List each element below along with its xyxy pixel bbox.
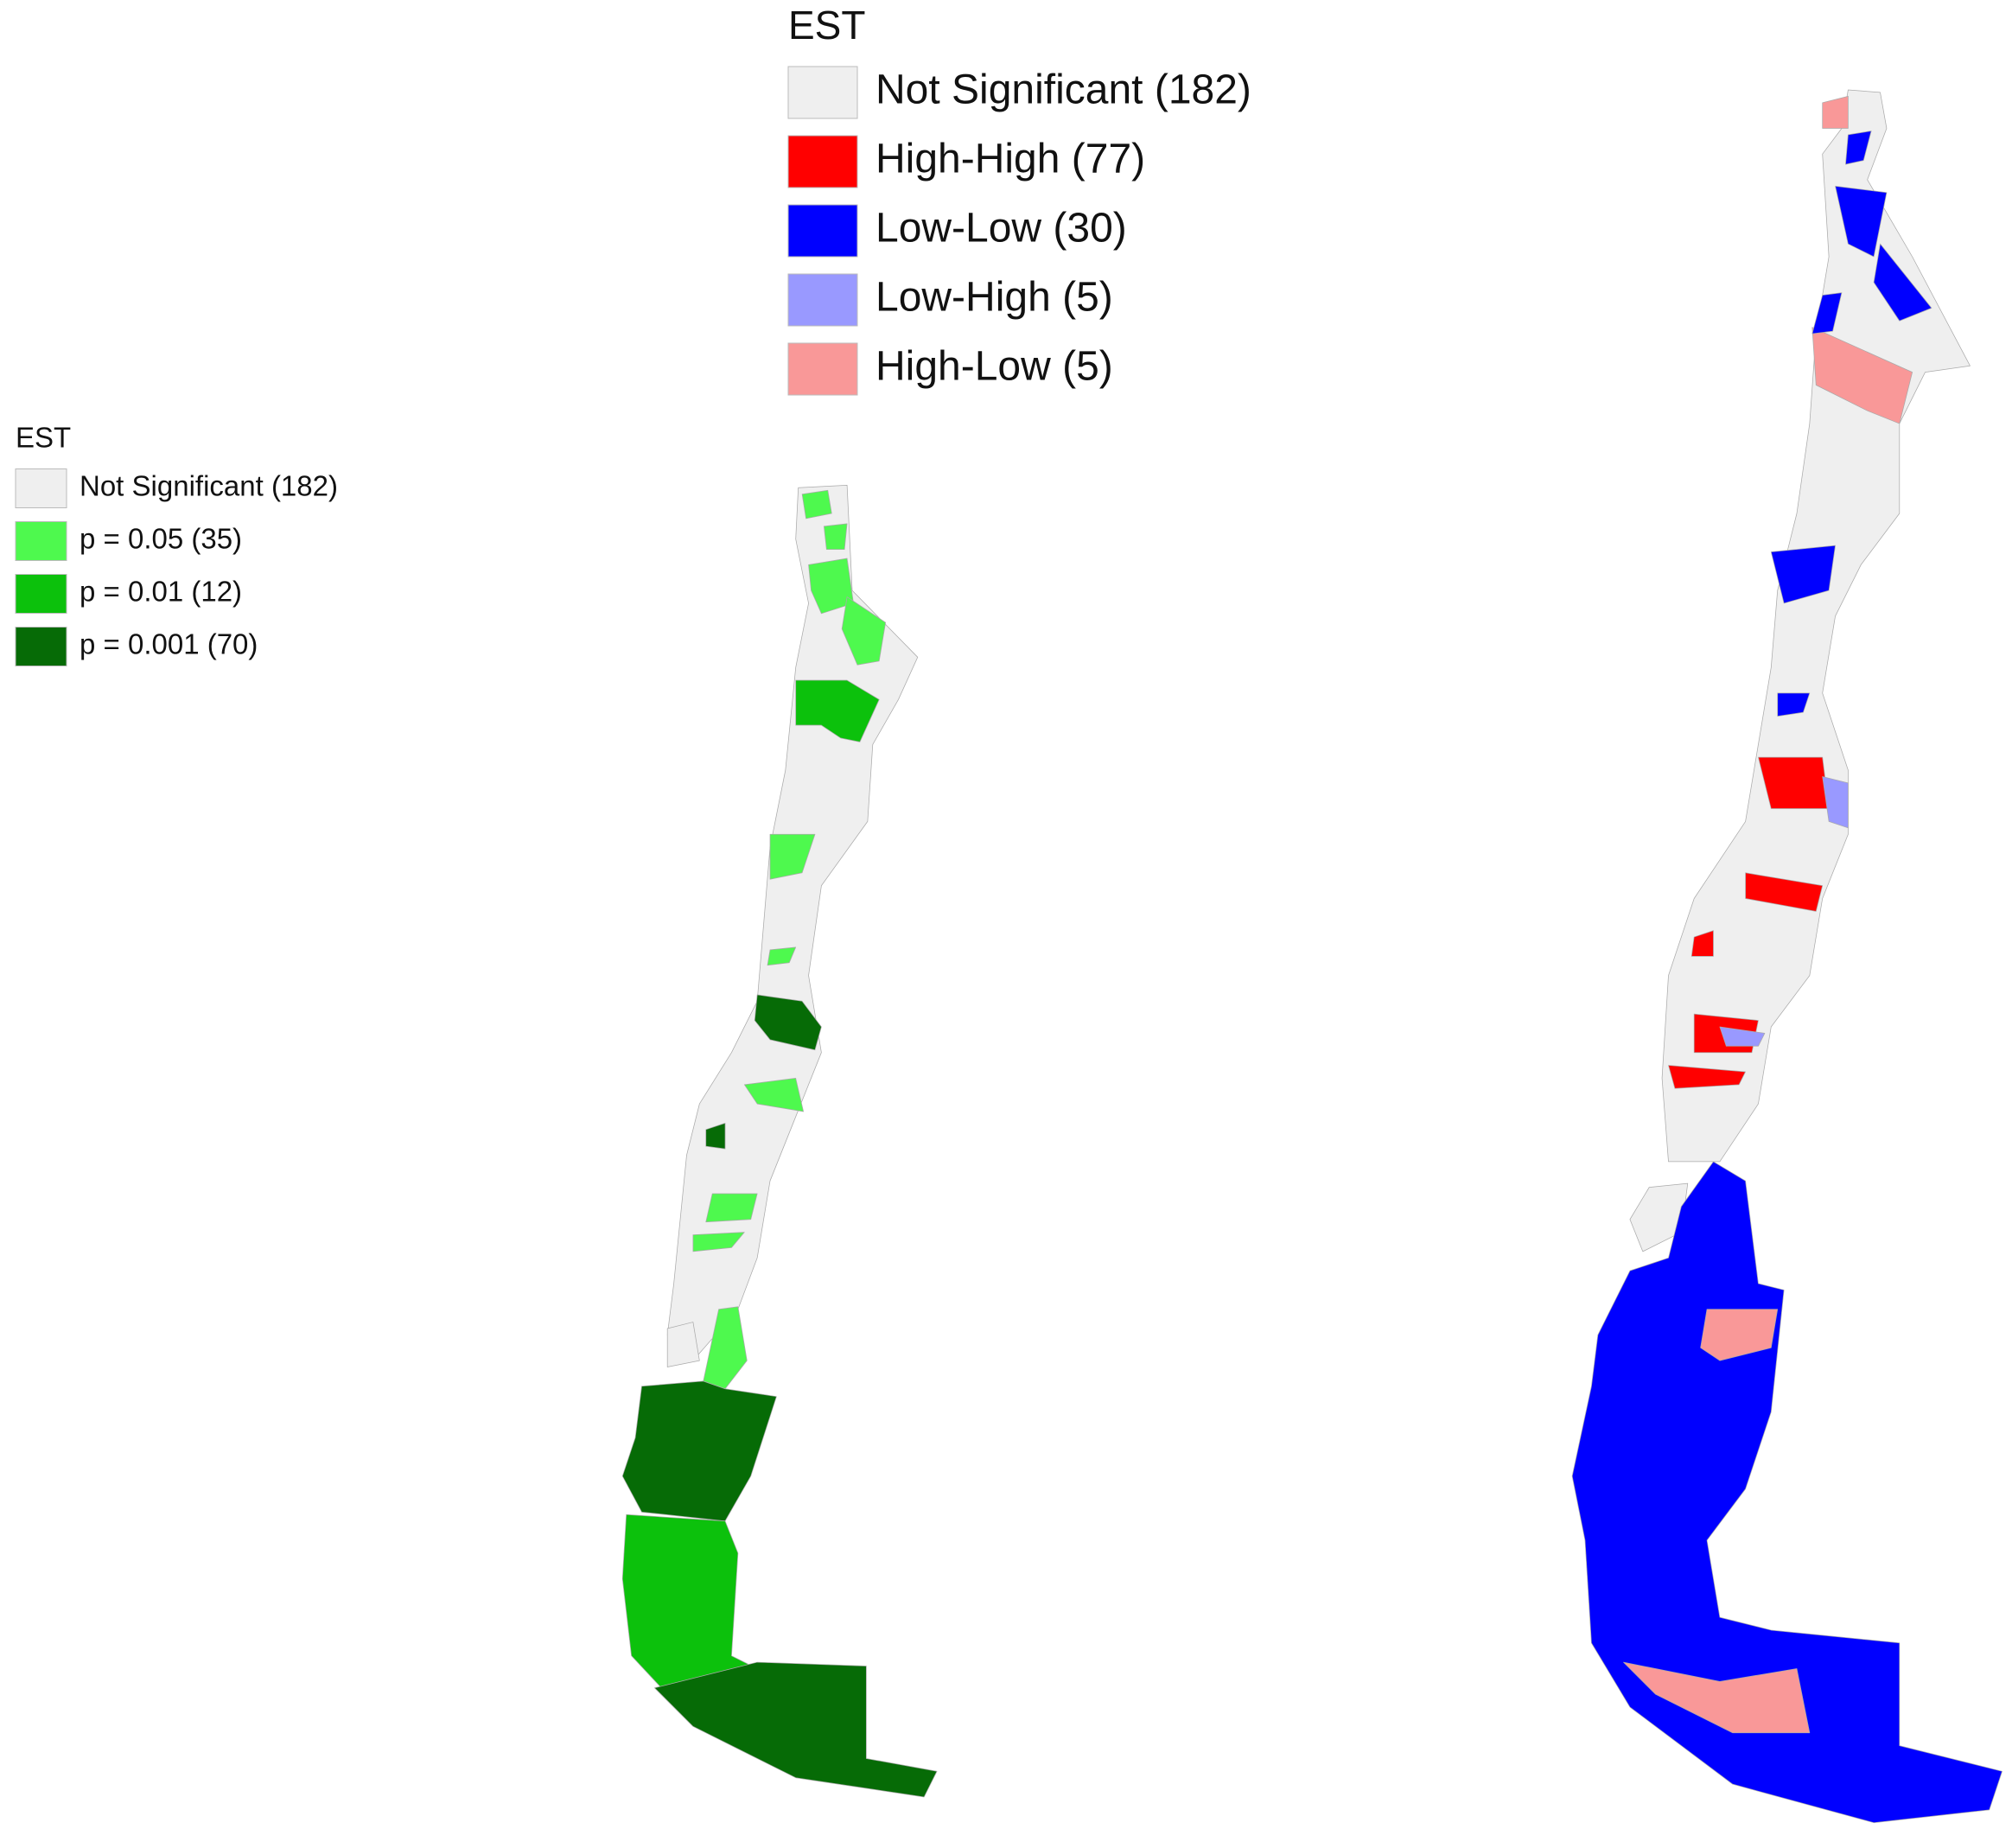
- legend-swatch: [15, 574, 67, 614]
- legend-swatch: [787, 66, 858, 119]
- region: [1835, 185, 1888, 258]
- region: [1811, 327, 1913, 424]
- legend-label: High-Low (5): [875, 344, 1113, 390]
- legend-label: p = 0.01 (12): [80, 576, 242, 608]
- region: [1719, 1026, 1766, 1047]
- region: [1770, 545, 1836, 604]
- legend-swatch: [787, 135, 858, 188]
- significance-map: [621, 484, 938, 1798]
- legend-swatch: [15, 521, 67, 561]
- region: [666, 1322, 700, 1367]
- legend-label: High-High (77): [875, 137, 1145, 182]
- significance-legend: EST Not Significant (182) p = 0.05 (35) p =…: [15, 422, 338, 666]
- region: [767, 946, 797, 966]
- region: [1822, 96, 1849, 129]
- region: [823, 523, 848, 550]
- region: [703, 1306, 748, 1390]
- legend-title: EST: [788, 3, 865, 48]
- legend-label: p = 0.05 (35): [80, 523, 242, 555]
- region: [743, 1078, 804, 1112]
- region: [795, 679, 880, 742]
- region: [1661, 89, 1971, 1163]
- maps: [621, 89, 2002, 1824]
- region: [666, 484, 919, 1361]
- legend-label: Low-High (5): [875, 275, 1113, 321]
- region: [841, 596, 887, 666]
- region: [754, 994, 822, 1051]
- legend-swatch: [787, 204, 858, 258]
- region: [1690, 930, 1714, 957]
- legend-title: EST: [16, 422, 71, 454]
- legend-label: Not Significant (182): [80, 470, 338, 502]
- cluster-map: [1571, 89, 2002, 1824]
- region: [1777, 692, 1811, 717]
- region: [1700, 1309, 1779, 1361]
- region: [705, 1193, 758, 1223]
- legend-swatch: [15, 468, 67, 508]
- region: [1873, 243, 1932, 322]
- region: [1758, 756, 1830, 809]
- region: [769, 833, 816, 880]
- legend-swatch: [787, 273, 858, 327]
- legend-label: Not Significant (182): [875, 67, 1251, 113]
- region: [801, 489, 832, 519]
- region: [653, 1661, 938, 1798]
- region: [621, 1380, 777, 1522]
- legend-swatch: [15, 627, 67, 666]
- region: [1571, 1161, 2002, 1824]
- region: [1623, 1661, 1811, 1734]
- region: [1745, 872, 1824, 912]
- region: [1668, 1065, 1746, 1089]
- legend-swatch: [787, 342, 858, 396]
- legend-label: p = 0.001 (70): [80, 628, 258, 660]
- region: [1629, 1182, 1689, 1252]
- region: [692, 1232, 745, 1252]
- region: [808, 558, 854, 615]
- region: [1822, 776, 1849, 829]
- region: [1811, 292, 1843, 335]
- region: [1845, 131, 1872, 165]
- legend-label: Low-Low (30): [875, 206, 1127, 252]
- region: [705, 1123, 726, 1150]
